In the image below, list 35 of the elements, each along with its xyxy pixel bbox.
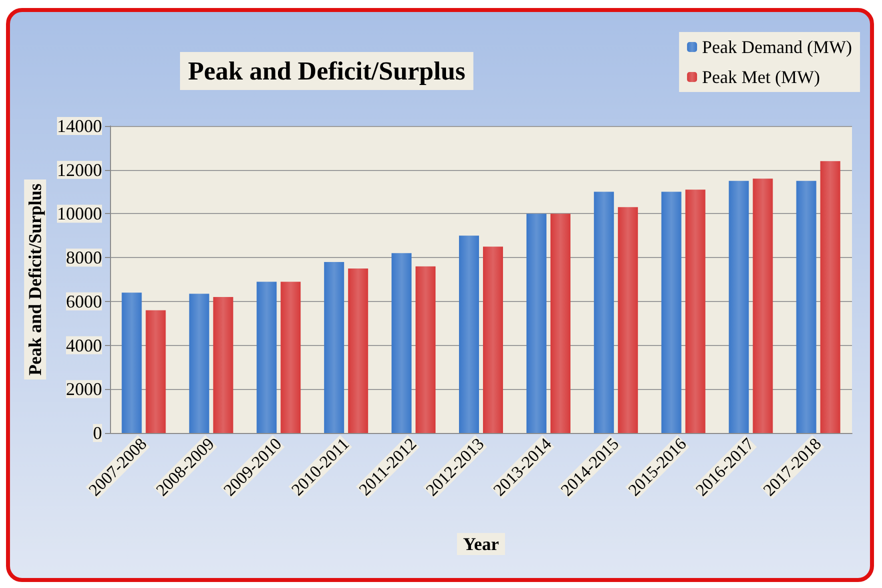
legend-label: Peak Demand (MW)	[702, 37, 852, 57]
y-tick-label: 2000	[66, 379, 102, 400]
y-tick-label: 6000	[66, 291, 102, 312]
bar	[416, 266, 436, 433]
y-tick-label: 4000	[66, 335, 102, 356]
bar	[550, 214, 570, 433]
bar	[685, 190, 706, 433]
bar	[820, 161, 840, 433]
bar	[189, 294, 210, 433]
chart-title: Peak and Deficit/Surplus	[188, 56, 466, 86]
bar	[796, 180, 816, 433]
bar	[526, 214, 546, 433]
bar	[392, 253, 412, 433]
bar	[618, 207, 638, 433]
bar	[459, 236, 479, 433]
bar	[146, 310, 166, 433]
x-axis-title: Year	[463, 534, 499, 554]
bar	[728, 180, 749, 433]
bar	[122, 292, 142, 433]
bar	[256, 282, 277, 433]
bar	[661, 192, 682, 433]
bar	[483, 246, 503, 433]
bar	[752, 178, 773, 433]
bar	[324, 262, 344, 433]
y-axis-title: Peak and Deficit/Surplus	[25, 183, 46, 376]
legend-label: Peak Met (MW)	[702, 67, 820, 87]
y-tick-label: 10000	[57, 204, 102, 224]
bar	[280, 282, 301, 433]
bar	[348, 268, 368, 433]
y-tick-label: 14000	[57, 116, 102, 136]
y-tick-label: 0	[93, 423, 102, 443]
bar	[213, 297, 234, 433]
bar	[594, 192, 614, 433]
y-tick-label: 8000	[66, 248, 102, 268]
y-tick-label: 12000	[57, 160, 102, 180]
